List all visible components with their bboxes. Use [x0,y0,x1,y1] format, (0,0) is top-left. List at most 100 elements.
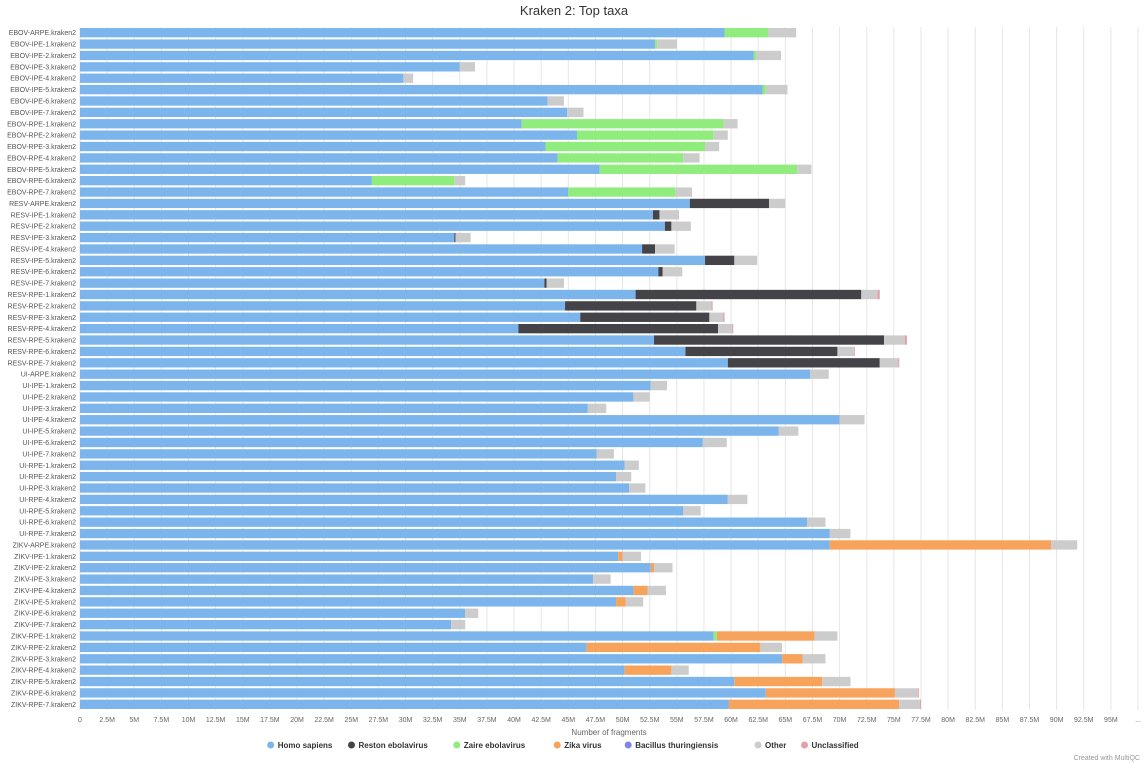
bar-segment [80,608,466,618]
y-category-label: UI-IPE-5.kraken2 [22,429,76,436]
y-category-label: ZIKV-RPE-4.kraken2 [11,668,76,675]
bar-segment [80,232,455,243]
bar-segment [80,449,597,459]
legend-marker [624,741,632,749]
bar-segment [80,369,811,379]
bar-segment [718,323,733,334]
bar-segment [769,198,786,209]
y-category-label: ZIKV-RPE-1.kraken2 [11,634,76,641]
bar-segment [919,699,921,709]
bar-segment [586,642,761,653]
y-category-label: ZIKV-ARPE.kraken2 [13,542,77,549]
x-tick-label: 60M [724,717,738,724]
bar-segment [80,699,729,709]
y-category-label: UI-IPE-2.kraken2 [22,394,76,401]
bar-segment [593,574,611,584]
bar-segment [599,164,798,174]
legend-entry: Unclassified [812,741,859,750]
bar-segment [616,597,626,607]
y-category-label: RESV-IPE-2.kraken2 [11,224,76,231]
x-tick-label: 57.5M [694,717,714,724]
x-tick-label: 92.5M [1074,717,1094,724]
y-category-label: EBOV-RPE-3.kraken2 [7,144,76,151]
bar-segment [80,289,636,300]
bar-segment [80,597,617,607]
bar-segment [884,335,905,345]
y-category-label: UI-IPE-3.kraken2 [22,406,76,413]
bar-segment [647,585,666,596]
bar-segment [917,688,919,698]
y-category-label: ZIKV-IPE-4.kraken2 [14,588,76,595]
bar-segment [80,221,665,231]
bar-segment [839,415,865,425]
bar-segment [565,301,697,311]
y-category-label: ZIKV-RPE-7.kraken2 [11,702,76,709]
x-tick-label: 15M [236,717,250,724]
bar-segment [80,346,686,357]
bar-segment [567,107,584,118]
bar-segment [760,642,783,653]
x-tick-label: 95M [1104,717,1118,724]
bar-segment [80,415,840,425]
x-tick-label: 47.5M [586,717,606,724]
bar-segment [80,164,600,174]
bar-segment [652,210,660,220]
y-category-label: RESV-ARPE.kraken2 [9,201,76,208]
bar-segment [544,278,547,288]
credit-text: Created with MultiQC [1073,755,1140,762]
bar-segment [713,631,717,641]
y-category-label: ZIKV-IPE-6.kraken2 [14,611,76,618]
y-category-label: RESV-RPE-5.kraken2 [8,338,77,345]
chart-title: Kraken 2: Top taxa [519,3,629,18]
bar-segment [80,471,617,482]
y-category-label: UI-RPE-5.kraken2 [19,508,76,515]
bar-segment [810,369,829,379]
bar-segment [734,676,823,687]
x-tick-label: 70M [833,717,847,724]
bar-segment [80,28,725,38]
y-category-label: EBOV-IPE-3.kraken2 [10,64,76,71]
y-category-label: RESV-IPE-3.kraken2 [11,235,76,242]
bar-segment [80,358,728,368]
y-category-label: ZIKV-RPE-2.kraken2 [11,645,76,652]
bar-segment [80,551,619,561]
x-tick-label: 27.5M [369,717,389,724]
x-tick-label: 77.5M [911,717,931,724]
y-category-label: EBOV-IPE-5.kraken2 [10,87,76,94]
bar-segment [80,483,630,493]
bar-segment [622,551,642,561]
x-tick-label: 5M [129,717,139,724]
x-tick-label: 12.5M [206,717,226,724]
bar-segment [80,210,653,220]
bar-segment [80,267,659,277]
x-tick-label: 55M [670,717,684,724]
legend-marker [267,741,275,749]
y-category-label: RESV-RPE-2.kraken2 [8,303,77,310]
y-category-label: ZIKV-RPE-3.kraken2 [11,656,76,663]
y-category-label: EBOV-IPE-1.kraken2 [10,42,76,49]
legend-marker [348,741,355,749]
y-category-label: RESV-RPE-3.kraken2 [8,315,77,322]
y-category-label: UI-RPE-4.kraken2 [19,497,76,504]
bar-segment [80,460,625,470]
bar-segment [80,39,656,49]
bar-segment [671,665,689,675]
bar-segment [837,346,854,357]
bar-segment [727,494,748,505]
bar-segment [879,358,899,368]
x-tick-label: 42.5M [531,717,551,724]
bar-segment [80,517,808,527]
bar-segment [624,460,639,470]
y-category-label: EBOV-ARPE.kraken2 [9,30,76,37]
bar-segment [557,153,684,163]
bar-segment [724,28,768,38]
bar-segment [455,232,471,243]
legend-entry: Other [765,741,786,750]
bar-segment [1051,540,1078,550]
bar-segment [545,141,706,152]
bar-segment [655,244,675,254]
bar-segment [797,164,812,174]
bar-segment [894,688,918,698]
bar-segment [80,176,372,186]
bar-segment [80,642,587,653]
